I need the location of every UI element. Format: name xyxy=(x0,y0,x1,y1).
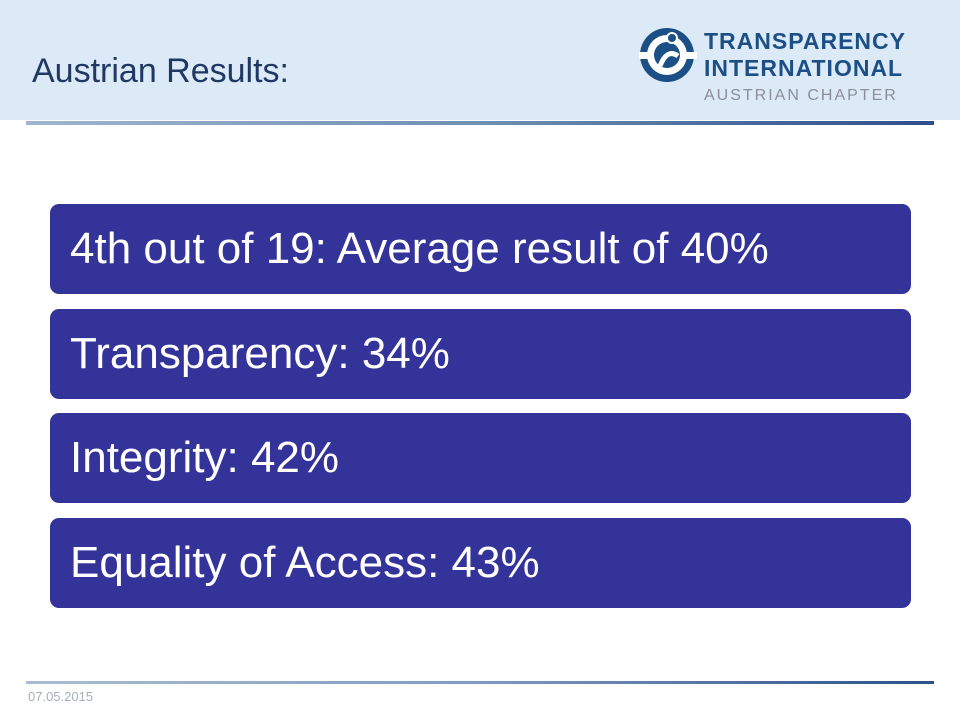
slide-title: Austrian Results: xyxy=(32,52,289,90)
footer-date: 07.05.2015 xyxy=(28,689,94,704)
result-text-integrity: Integrity: 42% xyxy=(70,433,340,482)
result-text-equality-of-access: Equality of Access: 43% xyxy=(70,538,540,587)
result-text-overall: 4th out of 19: Average result of 40% xyxy=(70,224,769,273)
globe-person-icon xyxy=(639,28,697,82)
header-band xyxy=(0,0,960,120)
result-box-equality-of-access: Equality of Access: 43% xyxy=(50,518,911,608)
result-box-integrity: Integrity: 42% xyxy=(50,413,911,503)
footer-divider xyxy=(26,681,934,684)
header-divider xyxy=(26,121,934,125)
result-box-overall: 4th out of 19: Average result of 40% xyxy=(50,204,911,294)
logo-text-international: INTERNATIONAL xyxy=(704,55,904,81)
transparency-international-logo: TRANSPARENCY INTERNATIONAL AUSTRIAN CHAP… xyxy=(638,26,938,108)
result-box-transparency: Transparency: 34% xyxy=(50,309,911,399)
logo-text-austrian-chapter: AUSTRIAN CHAPTER xyxy=(704,87,898,104)
logo-text-transparency: TRANSPARENCY xyxy=(704,28,906,54)
result-text-transparency: Transparency: 34% xyxy=(70,329,450,378)
